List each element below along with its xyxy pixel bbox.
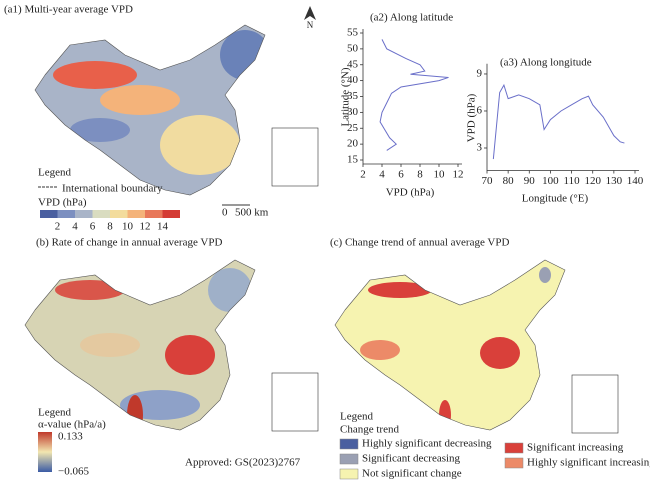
colorbar-tick-label: 12 bbox=[140, 221, 151, 233]
legend-swatch bbox=[339, 438, 359, 450]
colorbar-tick-label: 2 bbox=[55, 221, 61, 233]
x-tick-label: 140 bbox=[627, 175, 644, 187]
legend-label: International boundary bbox=[62, 183, 163, 195]
north-label: N bbox=[307, 20, 314, 30]
chart-title: (a3) Along longitude bbox=[500, 57, 592, 69]
axis bbox=[486, 63, 639, 171]
colorbar-bin bbox=[92, 210, 110, 218]
colorbar-bin bbox=[162, 210, 180, 218]
x-tick-label: 8 bbox=[417, 169, 423, 181]
approval-note: Approved: GS(2023)2767 bbox=[185, 457, 301, 469]
legend-label: Significant increasing bbox=[527, 442, 624, 454]
colorbar-label: −0.065 bbox=[58, 466, 89, 478]
colorbar-tick-label: 10 bbox=[122, 221, 134, 233]
y-tick-label: 50 bbox=[347, 42, 359, 54]
map-title: (c) Change trend of annual average VPD bbox=[330, 237, 509, 249]
scale-label: 500 km bbox=[235, 207, 269, 219]
x-axis-label: VPD (hPa) bbox=[386, 187, 435, 199]
legend-label: Not significant change bbox=[362, 468, 462, 480]
y-tick-label: 25 bbox=[347, 122, 359, 134]
y-tick-label: 40 bbox=[347, 74, 359, 86]
legend-swatch bbox=[504, 442, 524, 454]
colorbar-tick-label: 14 bbox=[157, 221, 169, 233]
colorbar-title: VPD (hPa) bbox=[38, 197, 87, 209]
y-axis-label: VPD (hPa) bbox=[466, 93, 478, 142]
colorbar-bin bbox=[145, 210, 163, 218]
colorbar-label: 0.133 bbox=[58, 431, 83, 443]
legend-subtitle: Change trend bbox=[340, 424, 399, 436]
y-tick-label: 9 bbox=[477, 68, 483, 80]
map-c bbox=[334, 259, 619, 434]
axis bbox=[362, 29, 462, 165]
map-title: (a1) Multi-year average VPD bbox=[4, 4, 133, 16]
colorbar bbox=[38, 432, 52, 472]
data-line bbox=[492, 83, 625, 160]
x-tick-label: 4 bbox=[379, 169, 385, 181]
colorbar-tick-label: 4 bbox=[72, 221, 78, 233]
legend-swatch bbox=[339, 453, 359, 465]
x-tick-label: 12 bbox=[453, 169, 464, 181]
y-tick-label: 55 bbox=[347, 27, 359, 39]
y-tick-label: 20 bbox=[347, 138, 359, 150]
colorbar-title: α-value (hPa/a) bbox=[38, 419, 106, 431]
x-axis-label: Longitude (°E) bbox=[522, 193, 589, 205]
y-tick-label: 30 bbox=[347, 106, 359, 118]
legend-swatch bbox=[339, 468, 359, 480]
data-line bbox=[379, 39, 449, 151]
y-tick-label: 45 bbox=[347, 58, 359, 70]
colorbar-bin bbox=[40, 210, 58, 218]
x-tick-label: 110 bbox=[564, 175, 581, 187]
x-tick-label: 90 bbox=[524, 175, 536, 187]
legend-title: Legend bbox=[38, 167, 71, 179]
map-title: (b) Rate of change in annual average VPD bbox=[36, 237, 222, 249]
colorbar-tick-label: 8 bbox=[107, 221, 113, 233]
colorbar-bin bbox=[127, 210, 145, 218]
y-tick-label: 3 bbox=[477, 142, 483, 154]
x-tick-label: 2 bbox=[360, 169, 366, 181]
x-tick-label: 10 bbox=[434, 169, 446, 181]
x-tick-label: 6 bbox=[398, 169, 404, 181]
y-tick-label: 6 bbox=[477, 105, 483, 117]
legend-title: Legend bbox=[340, 411, 373, 423]
scale-label: 0 bbox=[222, 207, 228, 219]
legend-label: Highly significant decreasing bbox=[362, 438, 492, 450]
y-axis-label: Latitude (°N) bbox=[340, 67, 352, 126]
x-tick-label: 80 bbox=[503, 175, 515, 187]
chart-title: (a2) Along latitude bbox=[370, 12, 453, 24]
y-tick-label: 35 bbox=[347, 90, 359, 102]
colorbar-tick-label: 6 bbox=[90, 221, 96, 233]
y-tick-label: 15 bbox=[347, 154, 359, 166]
legend-swatch bbox=[504, 457, 524, 469]
legend-title: Legend bbox=[38, 407, 71, 419]
x-tick-label: 70 bbox=[482, 175, 494, 187]
map-a1 bbox=[34, 6, 319, 206]
colorbar-bin bbox=[110, 210, 128, 218]
colorbar-bin bbox=[57, 210, 75, 218]
colorbar-bin bbox=[75, 210, 93, 218]
x-tick-label: 120 bbox=[584, 175, 601, 187]
legend-label: Significant decreasing bbox=[362, 453, 461, 465]
legend-label: Highly significant increasing bbox=[527, 457, 650, 469]
x-tick-label: 130 bbox=[606, 175, 623, 187]
x-tick-label: 100 bbox=[542, 175, 559, 187]
